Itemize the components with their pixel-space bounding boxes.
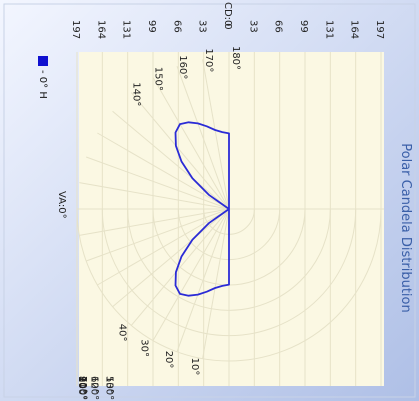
polar-spoke [130,92,230,210]
legend-label: - 0° H [37,70,48,99]
cd-tick-label: 99 [298,20,309,33]
angle-label: 180° [230,46,241,70]
angle-label: 20° [163,351,174,369]
angle-label: 70° [77,376,88,394]
angle-label: 160° [177,55,188,79]
polar-spoke [152,208,230,341]
angle-label: 40° [116,324,127,342]
polar-spoke [202,208,230,359]
angle-label: 170° [203,48,214,72]
angle-label: 130° [104,376,115,400]
polar-spoke [130,208,230,326]
series-layer [174,121,230,297]
cd-tick-label: 197 [70,20,81,39]
angle-label: 10° [189,358,200,376]
series-0h-line [174,121,230,297]
cd-label: CD: 0 [222,2,233,30]
cd-tick-label: 164 [95,20,106,39]
polar-spoke [176,208,230,353]
cd-tick-label: 33 [197,20,208,33]
polar-spoke [202,59,230,210]
cd-tick-label: 164 [349,20,360,39]
polar-spoke [85,156,230,210]
cd-tick-label: 131 [323,20,334,39]
cd-tick-label: 66 [171,20,182,33]
cd-tick-label: 197 [374,20,385,39]
polar-spoke [79,208,230,236]
angle-label: 60° [88,376,99,394]
label-layer: 197 164 131 99 66 33 0 33 66 99 131 164 197 CD: 0 VA:0… [56,2,385,400]
polar-spoke [97,132,230,210]
plot-area [79,52,384,386]
polar-spoke [112,208,230,308]
polar-spoke [176,65,230,210]
polar-spoke [152,77,230,210]
cd-tick-label: 0 [222,20,233,26]
angle-label: 90° [76,376,87,394]
legend-marker [38,56,48,66]
angle-label: 50° [104,376,115,394]
cd-tick-label: 66 [273,20,284,33]
cd-tick-label: 131 [121,20,132,39]
va-label: VA:0° [56,191,67,219]
polar-spoke [85,208,230,262]
cd-tick-label: 99 [146,20,157,33]
polar-spoke [112,110,230,210]
chart-title: Polar Candela Distribution [398,143,413,312]
angle-label: 140° [130,82,141,106]
angle-label: 110° [77,376,88,400]
angle-label: 80° [76,376,87,394]
angle-label: 120° [88,376,99,400]
polar-ring [76,208,382,362]
angle-label: 100° [76,376,87,400]
angle-label: 150° [152,67,163,91]
angle-label: 30° [138,339,149,357]
cd-tick-label: 33 [247,20,258,33]
polar-spoke [79,182,230,210]
polar-ring [127,208,331,311]
chart-frame [3,3,416,398]
polar-ring [101,208,357,337]
polar-spoke [97,208,230,286]
